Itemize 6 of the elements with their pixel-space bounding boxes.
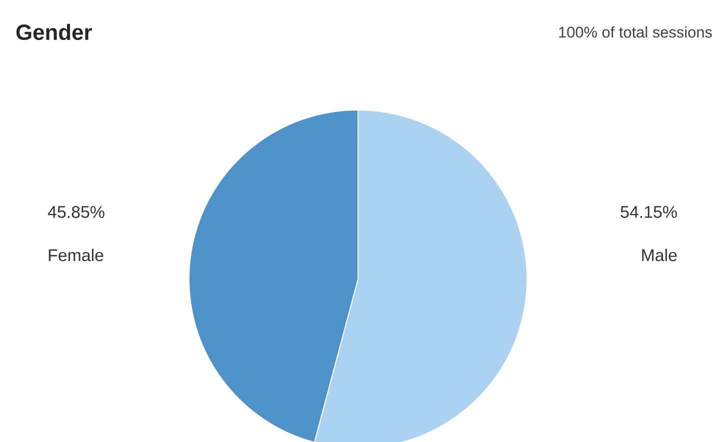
slice-label: Female <box>48 248 104 262</box>
chart-title: Gender <box>16 24 92 40</box>
data-label: 54.15% <box>620 206 677 218</box>
slice-label: Male <box>642 248 677 262</box>
chart-subtitle: 100% of total sessions <box>559 26 712 38</box>
data-label: 45.85% <box>48 206 104 218</box>
